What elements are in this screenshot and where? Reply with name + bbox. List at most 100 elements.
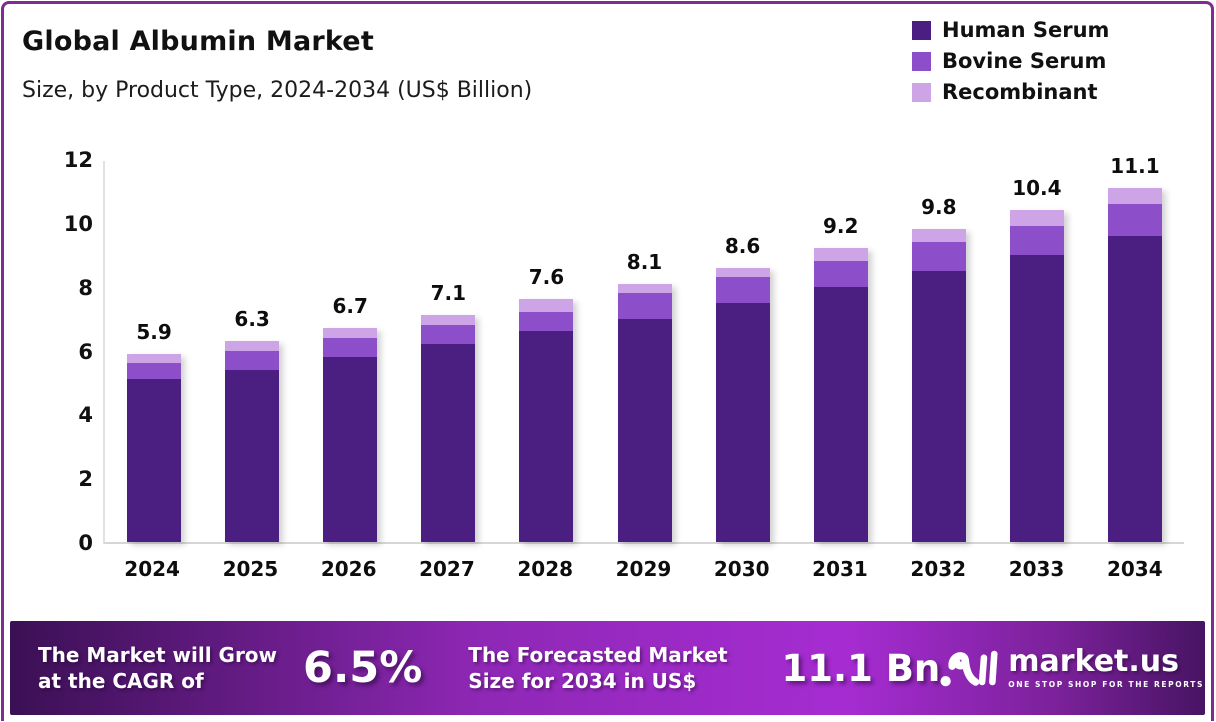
bar-segment-human-serum — [421, 344, 476, 542]
stacked-bar — [127, 353, 182, 542]
bar-segment-bovine-serum — [911, 242, 966, 271]
marketus-logo-icon — [940, 650, 998, 687]
bar-segment-human-serum — [323, 356, 378, 542]
bar-segment-human-serum — [519, 331, 574, 542]
legend-label: Recombinant — [942, 80, 1098, 104]
stacked-bar — [225, 340, 280, 542]
x-axis-label: 2030 — [713, 557, 770, 581]
forecast-value: 11.1 Bn — [781, 646, 941, 690]
marketus-logo: market.us ONE STOP SHOP FOR THE REPORTS — [940, 645, 1210, 691]
x-axis-label: 2032 — [910, 557, 967, 581]
bar-segment-human-serum — [1009, 254, 1064, 542]
bar-column: 11.1 — [1086, 154, 1184, 542]
bar-segment-bovine-serum — [323, 337, 378, 357]
bar-column: 8.6 — [694, 234, 792, 542]
cagr-label: The Market will Grow at the CAGR of — [38, 642, 277, 694]
bar-segment-bovine-serum — [1107, 203, 1162, 236]
x-axis-label: 2028 — [517, 557, 574, 581]
bar-total-label: 7.1 — [430, 281, 467, 306]
y-axis-tick: 6 — [78, 339, 93, 364]
bar-total-label: 5.9 — [136, 319, 172, 344]
x-axis-label: 2029 — [615, 557, 672, 581]
bar-segment-bovine-serum — [127, 363, 182, 380]
bar-segment-bovine-serum — [1009, 226, 1064, 255]
footer-banner: The Market will Grow at the CAGR of 6.5%… — [10, 621, 1205, 715]
bar-column: 7.1 — [399, 281, 497, 542]
bar-segment-bovine-serum — [421, 324, 476, 345]
bar-column: 9.8 — [890, 195, 988, 542]
stacked-bar — [911, 229, 966, 542]
y-axis-tick: 10 — [63, 211, 93, 236]
bars-row: 5.9 6.3 6.7 7.1 7.6 8.1 8.6 9.2 9.8 10.4 11.1 — [105, 154, 1184, 542]
legend-item: Human Serum — [912, 18, 1109, 42]
bar-total-label: 6.7 — [332, 294, 368, 319]
bar-segment-bovine-serum — [813, 261, 868, 287]
bar-total-label: 8.6 — [724, 233, 761, 258]
bar-segment-human-serum — [617, 318, 672, 542]
bar-segment-bovine-serum — [617, 293, 672, 319]
bar-total-label: 7.6 — [528, 265, 565, 290]
y-axis-tick: 12 — [63, 148, 93, 172]
bar-segment-human-serum — [813, 286, 868, 542]
x-axis-label: 2031 — [812, 557, 868, 581]
marketus-logo-text-block: market.us ONE STOP SHOP FOR THE REPORTS — [1008, 644, 1204, 690]
stacked-bar — [323, 328, 378, 542]
stacked-bar — [715, 267, 770, 542]
bar-column: 6.7 — [301, 294, 399, 542]
bar-segment-bovine-serum — [715, 277, 770, 303]
bar-total-label: 9.2 — [822, 214, 859, 239]
x-axis-label: 2024 — [124, 557, 180, 581]
marketus-logo-text: market.us — [1008, 644, 1180, 679]
bar-total-label: 6.3 — [234, 306, 270, 331]
stacked-bar — [519, 299, 574, 542]
bar-segment-recombinant — [813, 248, 868, 262]
bar-column: 7.6 — [497, 265, 595, 542]
x-axis-label: 2034 — [1106, 557, 1163, 581]
bar-segment-recombinant — [617, 283, 672, 294]
legend-swatch — [912, 51, 931, 71]
bar-column: 6.3 — [203, 307, 301, 542]
bar-segment-bovine-serum — [225, 350, 280, 370]
page-title: Global Albumin Market — [22, 26, 374, 57]
stacked-bar — [421, 315, 476, 542]
cagr-value: 6.5% — [303, 643, 423, 693]
x-axis-label: 2033 — [1008, 557, 1065, 581]
legend-label: Human Serum — [942, 18, 1110, 42]
bar-total-label: 9.8 — [921, 195, 957, 220]
cagr-label-line1: The Market will Grow — [38, 643, 278, 667]
bar-segment-recombinant — [1009, 210, 1064, 227]
x-axis-label: 2026 — [320, 557, 377, 581]
chart-legend: Human Serum Bovine Serum Recombinant — [912, 18, 1109, 104]
x-axis-labels: 2024 2025 2026 2027 2028 2029 2030 2031 2032 2033… — [103, 557, 1184, 581]
legend-swatch — [912, 82, 931, 102]
legend-item: Recombinant — [912, 80, 1109, 104]
bar-segment-human-serum — [911, 270, 966, 542]
bar-segment-human-serum — [225, 369, 280, 542]
x-axis-label: 2025 — [222, 557, 279, 581]
bar-column: 8.1 — [595, 250, 693, 542]
bar-column: 10.4 — [988, 176, 1086, 542]
bar-segment-recombinant — [715, 267, 770, 278]
forecast-label-line2: Size for 2034 in US$ — [468, 669, 697, 693]
bar-column: 9.2 — [792, 214, 890, 542]
y-axis-tick: 0 — [78, 531, 93, 555]
stacked-bar — [1009, 210, 1064, 542]
bar-segment-human-serum — [715, 302, 770, 542]
x-axis-label: 2027 — [419, 557, 475, 581]
bar-segment-recombinant — [1107, 187, 1162, 204]
bar-segment-recombinant — [911, 229, 966, 242]
bar-segment-recombinant — [323, 328, 378, 338]
forecast-label-line1: The Forecasted Market — [468, 643, 728, 667]
legend-label: Bovine Serum — [942, 49, 1107, 73]
legend-swatch — [912, 20, 931, 40]
bar-segment-recombinant — [127, 353, 182, 364]
y-axis-tick: 8 — [78, 275, 93, 300]
bar-segment-human-serum — [1107, 235, 1162, 542]
legend-item: Bovine Serum — [912, 49, 1109, 73]
y-axis-tick: 4 — [78, 403, 93, 428]
bar-segment-bovine-serum — [519, 312, 574, 332]
y-axis-tick: 2 — [78, 467, 93, 492]
stacked-bar — [1107, 187, 1162, 542]
bar-segment-recombinant — [225, 340, 280, 351]
